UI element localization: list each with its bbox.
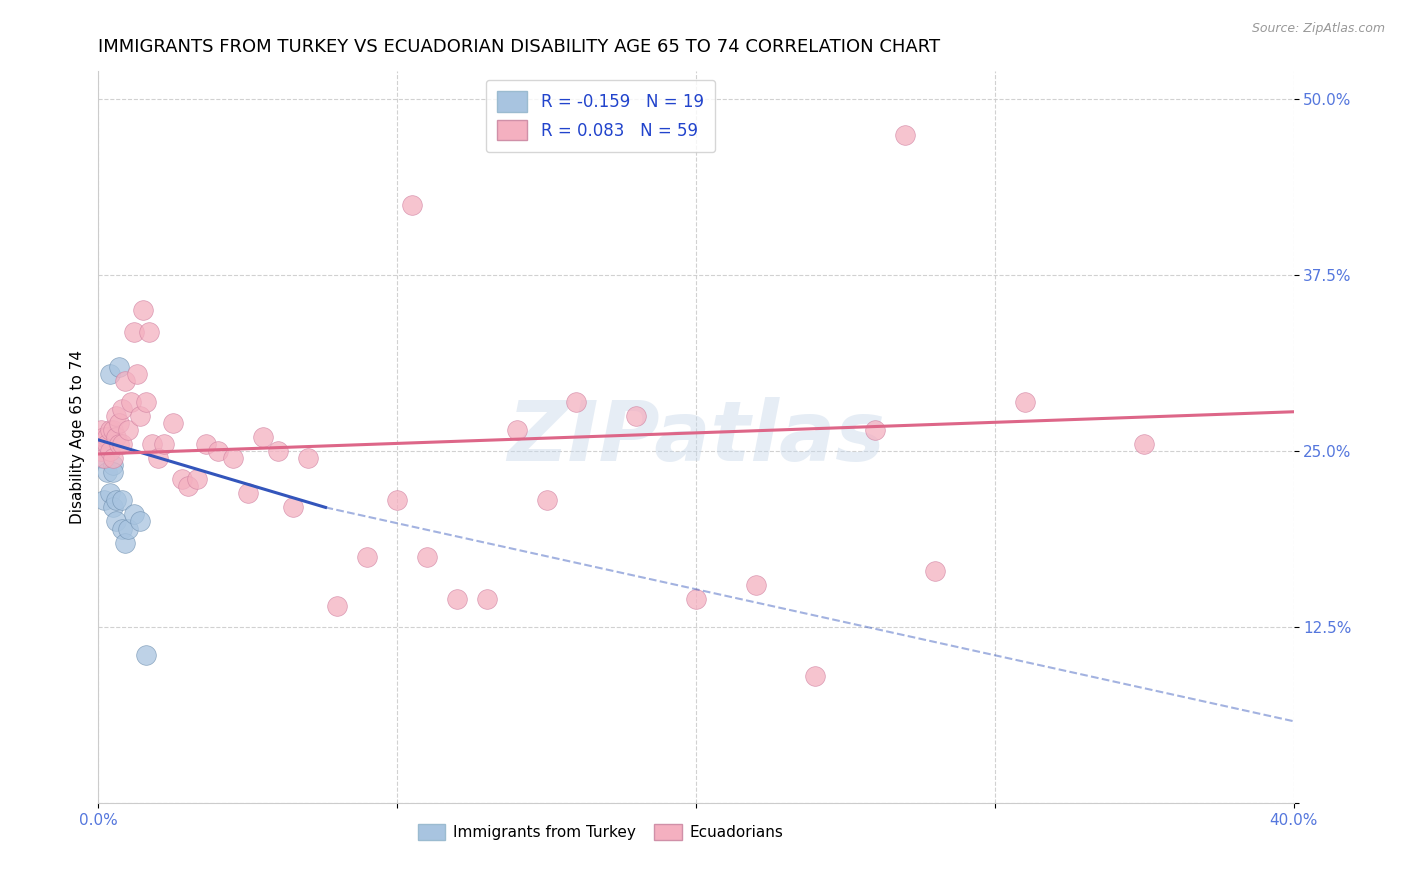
Point [267, 444, 290, 458]
Point [804, 669, 827, 683]
Point [506, 423, 529, 437]
Point [117, 521, 139, 535]
Point [281, 500, 304, 515]
Point [90, 451, 112, 466]
Point [105, 430, 128, 444]
Point [105, 515, 128, 529]
Point [565, 395, 588, 409]
Text: ZIPatlas: ZIPatlas [508, 397, 884, 477]
Point [111, 437, 134, 451]
Point [195, 437, 218, 451]
Point [475, 591, 498, 606]
Point [135, 648, 157, 662]
Point [1014, 395, 1036, 409]
Legend: R = -0.159   N = 19, R = 0.083   N = 59: R = -0.159 N = 19, R = 0.083 N = 59 [485, 79, 716, 152]
Point [124, 508, 146, 522]
Point [172, 472, 194, 486]
Point [148, 451, 170, 466]
Point [96, 437, 118, 451]
Point [685, 591, 707, 606]
Point [1133, 437, 1156, 451]
Point [865, 423, 887, 437]
Point [111, 493, 134, 508]
Point [124, 325, 146, 339]
Y-axis label: Disability Age 65 to 74: Disability Age 65 to 74 [69, 350, 84, 524]
Point [90, 423, 112, 437]
Point [103, 500, 125, 515]
Point [108, 416, 131, 430]
Point [98, 367, 122, 381]
Point [924, 564, 946, 578]
Point [177, 479, 200, 493]
Point [96, 437, 118, 451]
Text: Source: ZipAtlas.com: Source: ZipAtlas.com [1251, 22, 1385, 36]
Point [401, 198, 423, 212]
Point [129, 409, 152, 423]
Point [98, 423, 122, 437]
Point [141, 437, 163, 451]
Point [129, 515, 152, 529]
Point [93, 451, 115, 466]
Point [326, 599, 349, 613]
Point [103, 451, 125, 466]
Point [138, 325, 160, 339]
Point [356, 549, 378, 564]
Point [105, 493, 128, 508]
Point [103, 423, 125, 437]
Point [127, 367, 149, 381]
Point [120, 395, 142, 409]
Point [111, 521, 134, 535]
Point [135, 395, 157, 409]
Point [236, 486, 259, 500]
Point [105, 409, 128, 423]
Point [114, 535, 136, 549]
Point [222, 451, 245, 466]
Point [446, 591, 468, 606]
Point [416, 549, 439, 564]
Point [93, 430, 115, 444]
Point [252, 430, 274, 444]
Point [162, 416, 184, 430]
Point [297, 451, 319, 466]
Point [385, 493, 409, 508]
Point [894, 128, 917, 142]
Point [132, 303, 155, 318]
Point [108, 359, 131, 374]
Point [103, 458, 125, 473]
Point [153, 437, 176, 451]
Point [96, 430, 118, 444]
Point [114, 374, 136, 388]
Point [90, 444, 112, 458]
Point [186, 472, 208, 486]
Point [626, 409, 648, 423]
Point [103, 465, 125, 479]
Point [207, 444, 229, 458]
Point [745, 578, 768, 592]
Point [111, 401, 134, 416]
Point [96, 465, 118, 479]
Point [117, 423, 139, 437]
Point [98, 486, 122, 500]
Point [108, 437, 131, 451]
Text: IMMIGRANTS FROM TURKEY VS ECUADORIAN DISABILITY AGE 65 TO 74 CORRELATION CHART: IMMIGRANTS FROM TURKEY VS ECUADORIAN DIS… [98, 38, 941, 56]
Point [98, 444, 122, 458]
Point [93, 493, 115, 508]
Point [536, 493, 558, 508]
